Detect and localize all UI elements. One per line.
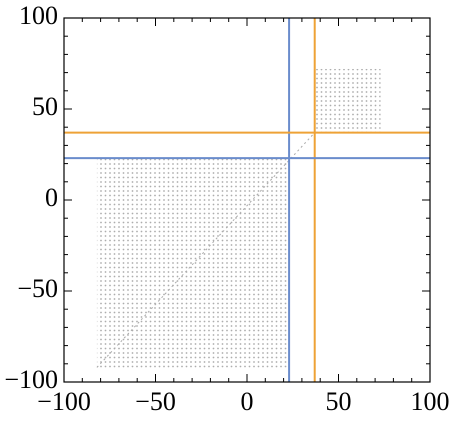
density-region bbox=[96, 158, 290, 368]
y-tick-label: −100 bbox=[4, 365, 58, 394]
x-tick-label: 0 bbox=[241, 387, 254, 416]
y-tick-label: 100 bbox=[19, 1, 58, 30]
x-tick-label: −50 bbox=[135, 387, 176, 416]
x-tick-label: 50 bbox=[326, 387, 352, 416]
y-tick-label: −50 bbox=[17, 274, 58, 303]
diagonal bbox=[96, 132, 316, 368]
y-tick-label: 50 bbox=[32, 92, 58, 121]
y-tick-label: 0 bbox=[45, 183, 58, 212]
density-region bbox=[314, 68, 381, 133]
x-tick-label: −100 bbox=[37, 387, 91, 416]
x-tick-label: 100 bbox=[411, 387, 450, 416]
